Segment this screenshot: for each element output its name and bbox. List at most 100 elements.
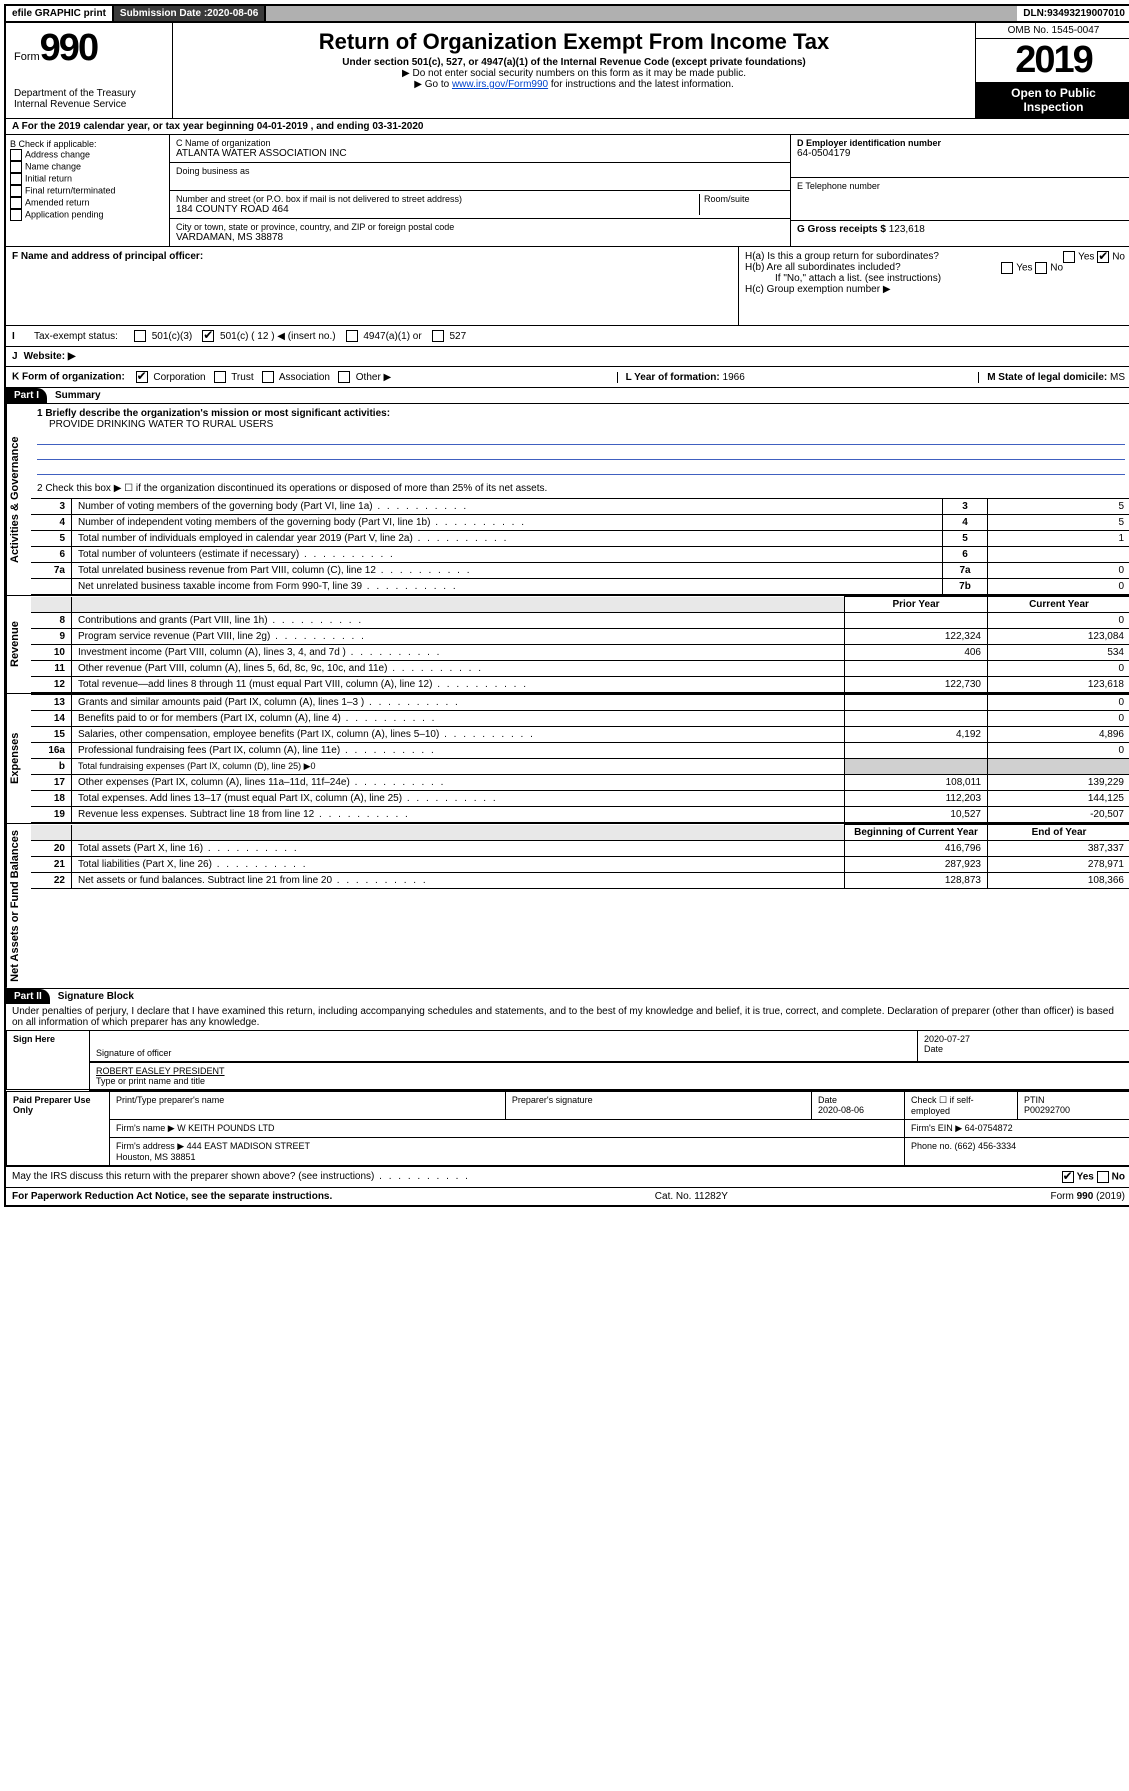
b-check-item: Name change xyxy=(10,161,165,173)
line-a-text: A For the 2019 calendar year, or tax yea… xyxy=(12,121,423,132)
pra-notice: For Paperwork Reduction Act Notice, see … xyxy=(12,1191,332,1202)
form-title: Return of Organization Exempt From Incom… xyxy=(181,29,967,55)
efile-text: efile GRAPHIC print xyxy=(12,8,106,19)
header-sub1: Under section 501(c), 527, or 4947(a)(1)… xyxy=(181,57,967,68)
top-bar: efile GRAPHIC print Submission Date : 20… xyxy=(4,4,1129,23)
discuss-row: May the IRS discuss this return with the… xyxy=(6,1166,1129,1187)
website-row: J Website: ▶ xyxy=(6,346,1129,366)
header-sub3: ▶ Go to www.irs.gov/Form990 for instruct… xyxy=(181,79,967,90)
sign-here-label: Sign Here xyxy=(7,1030,90,1090)
phone-box: E Telephone number xyxy=(791,178,1129,221)
revenue-table: Prior YearCurrent Year8Contributions and… xyxy=(31,596,1129,693)
firm-ein-lbl: Firm's EIN ▶ xyxy=(911,1123,965,1133)
b-check-item: Final return/terminated xyxy=(10,185,165,197)
d-label: D Employer identification number xyxy=(797,138,1125,148)
paid-preparer-table: Paid Preparer Use Only Print/Type prepar… xyxy=(6,1091,1129,1166)
discuss-no-checkbox[interactable] xyxy=(1097,1171,1109,1183)
preparer-name-hdr: Print/Type preparer's name xyxy=(110,1091,506,1119)
org-name-box: C Name of organization ATLANTA WATER ASS… xyxy=(170,135,790,163)
hb-no-checkbox[interactable] xyxy=(1035,262,1047,274)
omb-number: OMB No. 1545-0047 xyxy=(976,23,1129,39)
form-footer: Form 990 (2019) xyxy=(1051,1191,1125,1202)
tax-status-label: Tax-exempt status: xyxy=(34,331,118,342)
sig-officer-label: Signature of officer xyxy=(96,1048,911,1058)
c-name-value: ATLANTA WATER ASSOCIATION INC xyxy=(176,148,784,159)
firm-ein: 64-0754872 xyxy=(965,1123,1013,1133)
expenses-table: 13Grants and similar amounts paid (Part … xyxy=(31,694,1129,823)
hb-row: H(b) Are all subordinates included? Yes … xyxy=(745,262,1125,273)
hb-label: H(b) Are all subordinates included? xyxy=(745,262,901,273)
g-label: G Gross receipts $ xyxy=(797,224,889,235)
discuss-yes-checkbox[interactable] xyxy=(1062,1171,1074,1183)
sub3-post: for instructions and the latest informat… xyxy=(548,79,734,90)
address-box: Number and street (or P.O. box if mail i… xyxy=(170,191,790,219)
tax-status-row: I Tax-exempt status: 501(c)(3) 501(c) ( … xyxy=(6,325,1129,346)
section-bcdeg: B Check if applicable: Address changeNam… xyxy=(6,134,1129,246)
footer: For Paperwork Reduction Act Notice, see … xyxy=(6,1187,1129,1205)
addr-label: Number and street (or P.O. box if mail i… xyxy=(176,194,695,204)
e-label: E Telephone number xyxy=(797,181,1125,191)
ptin-val: P00292700 xyxy=(1024,1105,1070,1115)
efile-label: efile GRAPHIC print xyxy=(6,6,114,21)
hb-yes-checkbox[interactable] xyxy=(1001,262,1013,274)
header-center: Return of Organization Exempt From Incom… xyxy=(173,23,976,118)
dba-value xyxy=(176,176,784,187)
form990-link[interactable]: www.irs.gov/Form990 xyxy=(452,79,548,90)
sig-date-label: Date xyxy=(924,1044,1124,1054)
b-check-item: Application pending xyxy=(10,209,165,221)
part1-title: Summary xyxy=(47,388,109,403)
d-value: 64-0504179 xyxy=(797,148,1125,159)
room-label: Room/suite xyxy=(704,194,784,204)
city-label: City or town, state or province, country… xyxy=(176,222,784,232)
ha-no-checkbox[interactable] xyxy=(1097,251,1109,263)
m-value: MS xyxy=(1110,372,1125,383)
part2-title: Signature Block xyxy=(50,989,142,1004)
sub3-pre: ▶ Go to xyxy=(414,79,452,90)
b-label: B Check if applicable: xyxy=(10,139,165,149)
mission-label: 1 Briefly describe the organization's mi… xyxy=(37,408,390,419)
firm-name-lbl: Firm's name ▶ xyxy=(116,1123,177,1133)
netassets-block: Net Assets or Fund Balances Beginning of… xyxy=(6,823,1129,988)
side-netassets: Net Assets or Fund Balances xyxy=(6,824,31,988)
g-value: 123,618 xyxy=(889,224,925,235)
prep-date-lbl: Date xyxy=(818,1095,837,1105)
preparer-sig-hdr: Preparer's signature xyxy=(505,1091,811,1119)
revenue-block: Revenue Prior YearCurrent Year8Contribut… xyxy=(6,595,1129,693)
hb-note: If "No," attach a list. (see instruction… xyxy=(745,273,1125,284)
col-de: D Employer identification number 64-0504… xyxy=(791,135,1129,246)
k-label: K Form of organization: xyxy=(12,372,125,383)
officer-name: ROBERT EASLEY PRESIDENT xyxy=(96,1066,1124,1076)
j-label: J xyxy=(12,351,18,362)
firm-name: W KEITH POUNDS LTD xyxy=(177,1123,274,1133)
col-b: B Check if applicable: Address changeNam… xyxy=(6,135,170,246)
col-h: H(a) Is this a group return for subordin… xyxy=(739,247,1129,325)
part2-tab: Part II xyxy=(6,989,50,1004)
phone-val: (662) 456-3334 xyxy=(955,1141,1017,1151)
ha-yes-checkbox[interactable] xyxy=(1063,251,1075,263)
l-label: L Year of formation: xyxy=(626,372,723,383)
form-body: Form990 Department of the Treasury Inter… xyxy=(4,23,1129,1207)
ha-row: H(a) Is this a group return for subordin… xyxy=(745,251,1125,262)
sign-here-table: Sign Here Signature of officer 2020-07-2… xyxy=(6,1030,1129,1091)
prep-date: 2020-08-06 xyxy=(818,1105,864,1115)
ha-label: H(a) Is this a group return for subordin… xyxy=(745,251,939,262)
self-employed: Check ☐ if self-employed xyxy=(905,1091,1018,1119)
b-check-item: Initial return xyxy=(10,173,165,185)
k-options: Corporation Trust Association Other ▶ xyxy=(128,372,392,383)
yes-label: Yes xyxy=(1078,252,1094,263)
submission-date: 2020-08-06 xyxy=(207,8,258,19)
dba-label: Doing business as xyxy=(176,166,784,176)
part1-tab: Part I xyxy=(6,388,47,403)
header-right: OMB No. 1545-0047 2019 Open to Public In… xyxy=(976,23,1129,118)
hc-row: H(c) Group exemption number ▶ xyxy=(745,284,1125,295)
discuss-text: May the IRS discuss this return with the… xyxy=(12,1171,470,1182)
line-a: A For the 2019 calendar year, or tax yea… xyxy=(6,118,1129,134)
netassets-table: Beginning of Current YearEnd of Year20To… xyxy=(31,824,1129,889)
mission-text: PROVIDE DRINKING WATER TO RURAL USERS xyxy=(37,419,1125,430)
line2: 2 Check this box ▶ ☐ if the organization… xyxy=(31,479,1129,498)
part1-body: Activities & Governance 1 Briefly descri… xyxy=(6,403,1129,595)
form-word: Form xyxy=(14,51,40,63)
b-check-item: Address change xyxy=(10,149,165,161)
declaration: Under penalties of perjury, I declare th… xyxy=(6,1004,1129,1030)
open-inspection: Open to Public Inspection xyxy=(976,82,1129,118)
